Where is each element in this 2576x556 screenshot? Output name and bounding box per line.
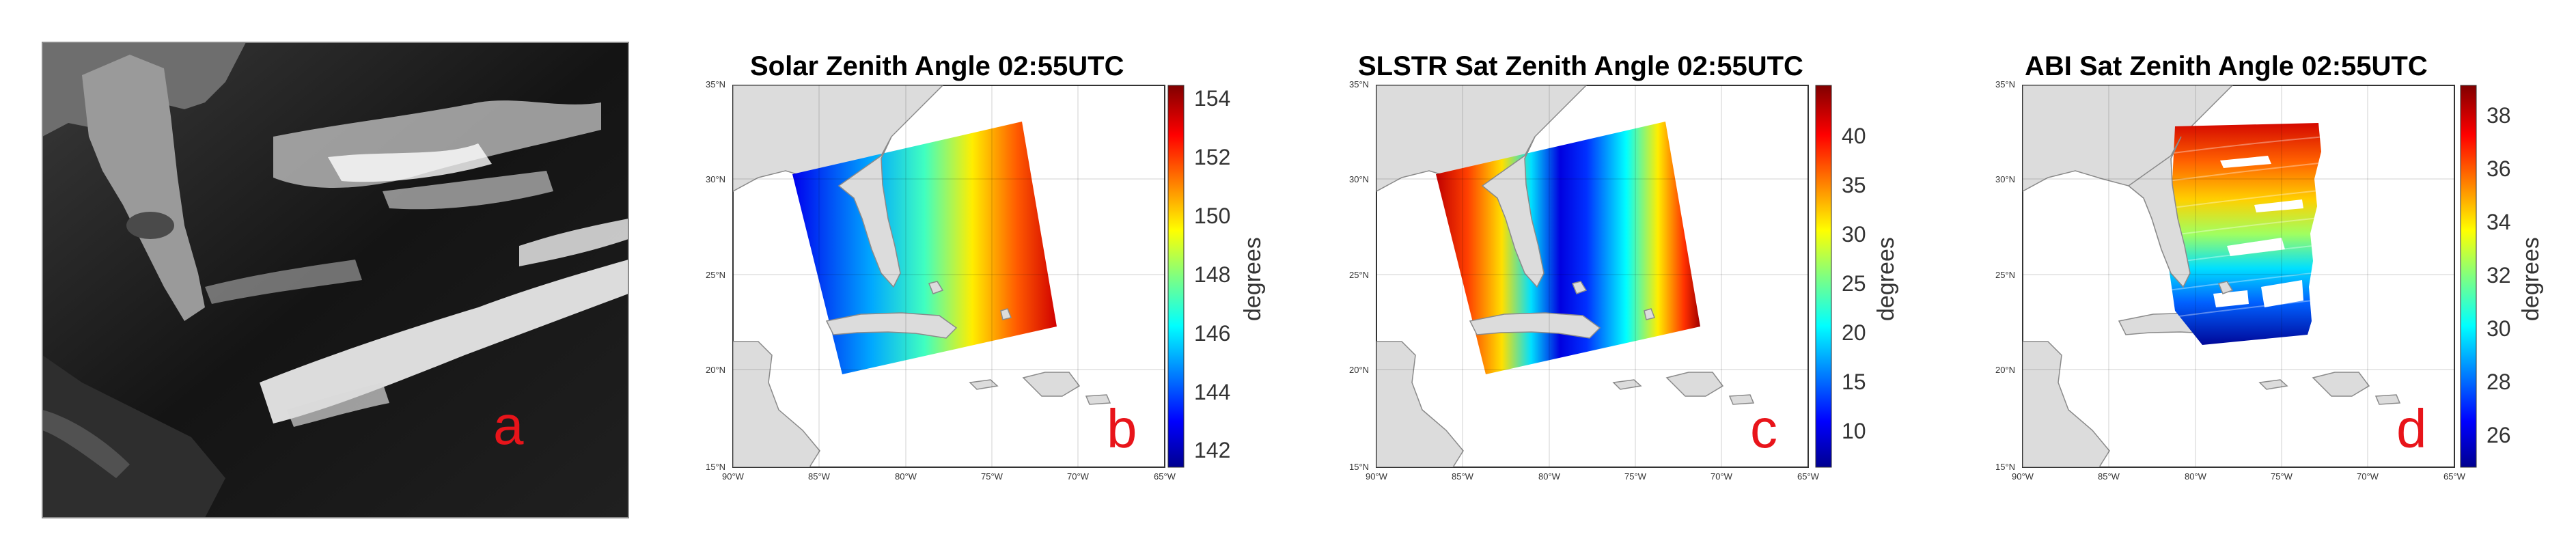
lon-tick: 65°W — [1154, 471, 1176, 482]
lon-tick: 70°W — [1711, 471, 1733, 482]
lat-tick: 25°N — [1349, 270, 1369, 280]
colorbar-scale-c — [1815, 85, 1832, 468]
colorbar-tick: 34 — [2487, 210, 2511, 234]
land-overlay-b — [825, 136, 1012, 339]
lon-axis-c: 90°W 85°W 80°W 75°W 70°W 65°W — [1366, 471, 1820, 482]
colorbar-tick: 142 — [1194, 438, 1230, 462]
data-swath-d — [2168, 123, 2321, 345]
lon-tick: 80°W — [2185, 471, 2207, 482]
satellite-image-panel: a — [42, 42, 629, 518]
colorbar-tick: 36 — [2487, 156, 2511, 181]
lat-tick: 15°N — [1349, 462, 1369, 472]
panel-c: SLSTR Sat Zenith Angle 02:55UTC — [1349, 51, 1899, 482]
lon-tick: 75°W — [1624, 471, 1647, 482]
lat-tick: 15°N — [706, 462, 725, 472]
colorbar-c: 40 35 30 25 20 15 10 degrees — [1815, 85, 1899, 468]
lon-axis-b: 90°W 85°W 80°W 75°W 70°W 65°W — [722, 471, 1176, 482]
colorbar-tick: 38 — [2487, 103, 2511, 128]
lat-tick: 25°N — [706, 270, 725, 280]
land-overlay-c — [1469, 136, 1656, 339]
panel-title-c: SLSTR Sat Zenith Angle 02:55UTC — [1358, 51, 1803, 81]
lon-tick: 85°W — [808, 471, 831, 482]
colorbar-tick: 152 — [1194, 145, 1230, 169]
colorbar-tick: 20 — [1842, 320, 1866, 345]
lat-tick: 20°N — [706, 365, 725, 375]
lon-tick: 85°W — [1452, 471, 1474, 482]
colorbar-scale-d — [2460, 85, 2477, 468]
colorbar-unit-d: degrees — [2518, 237, 2544, 321]
lat-tick: 20°N — [1349, 365, 1369, 375]
panel-title-d: ABI Sat Zenith Angle 02:55UTC — [2025, 51, 2428, 81]
land-overlay-d — [2127, 136, 2234, 294]
lon-tick: 70°W — [2357, 471, 2379, 482]
lon-tick: 70°W — [1067, 471, 1090, 482]
lat-axis-b: 35°N 30°N 25°N 20°N 15°N — [706, 79, 725, 472]
colorbar-b: 154 152 150 148 146 144 142 degrees — [1167, 85, 1266, 468]
lat-tick: 20°N — [1995, 365, 2015, 375]
lon-tick: 90°W — [2012, 471, 2034, 482]
lon-tick: 80°W — [895, 471, 917, 482]
lat-axis-d: 35°N 30°N 25°N 20°N 15°N — [1995, 79, 2015, 472]
colorbar-d: 38 36 34 32 30 28 26 degrees — [2460, 85, 2544, 468]
panel-letter-d: d — [2396, 398, 2427, 459]
panel-title-b: Solar Zenith Angle 02:55UTC — [750, 51, 1124, 81]
lon-tick: 75°W — [2271, 471, 2293, 482]
colorbar-tick: 30 — [1842, 222, 1866, 247]
lat-tick: 35°N — [1349, 79, 1369, 89]
colorbar-tick: 146 — [1194, 321, 1230, 346]
colorbar-tick: 25 — [1842, 271, 1866, 296]
lon-tick: 75°W — [981, 471, 1003, 482]
colorbar-scale-b — [1167, 85, 1185, 468]
colorbar-tick: 28 — [2487, 370, 2511, 394]
colorbar-tick: 148 — [1194, 262, 1230, 287]
colorbar-tick: 26 — [2487, 423, 2511, 447]
lon-tick: 65°W — [2443, 471, 2466, 482]
colorbar-tick: 144 — [1194, 380, 1230, 404]
colorbar-tick: 154 — [1194, 86, 1230, 111]
lat-tick: 25°N — [1995, 270, 2015, 280]
lon-tick: 65°W — [1797, 471, 1820, 482]
satellite-image-features — [42, 42, 628, 518]
lat-tick: 15°N — [1995, 462, 2015, 472]
lat-tick: 35°N — [706, 79, 725, 89]
lat-axis-c: 35°N 30°N 25°N 20°N 15°N — [1349, 79, 1369, 472]
panel-b: Solar Zenith Angle 02:55UTC — [706, 51, 1266, 482]
panel-d: ABI Sat Zenith Angle 02:55UTC — [1995, 51, 2544, 482]
colorbar-tick: 35 — [1842, 173, 1866, 197]
colorbar-tick: 32 — [2487, 263, 2511, 288]
colorbar-tick: 10 — [1842, 419, 1866, 443]
lat-tick: 30°N — [1349, 174, 1369, 184]
colorbar-tick: 30 — [2487, 316, 2511, 341]
lon-tick: 85°W — [2098, 471, 2120, 482]
satellite-image-frame — [42, 42, 629, 518]
lat-tick: 30°N — [706, 174, 725, 184]
lon-tick: 90°W — [1366, 471, 1388, 482]
panel-letter-c: c — [1750, 398, 1777, 459]
colorbar-tick: 40 — [1842, 124, 1866, 148]
colorbar-tick: 15 — [1842, 370, 1866, 394]
colorbar-unit-c: degrees — [1873, 237, 1899, 321]
colorbar-tick: 150 — [1194, 204, 1230, 228]
panel-letter-a: a — [493, 395, 524, 456]
lat-tick: 35°N — [1995, 79, 2015, 89]
lat-tick: 30°N — [1995, 174, 2015, 184]
colorbar-unit-b: degrees — [1240, 237, 1266, 321]
lon-axis-d: 90°W 85°W 80°W 75°W 70°W 65°W — [2012, 471, 2466, 482]
lon-tick: 90°W — [722, 471, 745, 482]
panel-letter-b: b — [1107, 398, 1137, 459]
lon-tick: 80°W — [1538, 471, 1561, 482]
